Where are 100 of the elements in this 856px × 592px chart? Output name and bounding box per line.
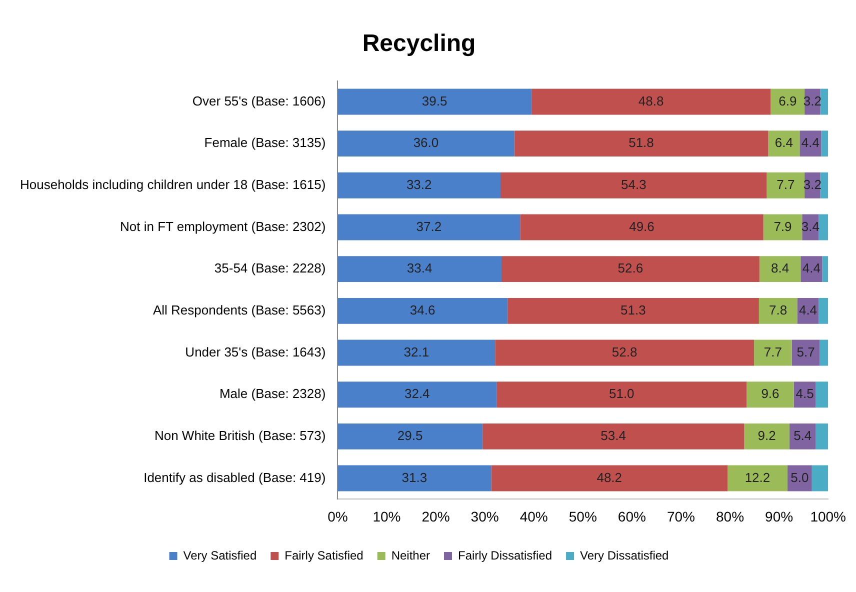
data-label: 29.5 xyxy=(397,428,423,444)
data-label: 4.4 xyxy=(802,260,820,276)
bar xyxy=(496,382,747,408)
data-label: 51.8 xyxy=(628,135,654,150)
x-tick-label: 60% xyxy=(618,508,646,524)
y-tick-label: Identify as disabled (Base: 419) xyxy=(144,470,326,485)
bar xyxy=(763,214,802,240)
x-tick-label: 100% xyxy=(810,508,846,524)
data-label: 6.4 xyxy=(774,135,793,150)
data-label: 12.2 xyxy=(744,470,770,485)
bar xyxy=(744,423,790,450)
data-label: 51.3 xyxy=(620,302,646,318)
data-label: 52.6 xyxy=(618,260,644,276)
bar xyxy=(338,423,482,450)
bar xyxy=(338,465,492,492)
bar xyxy=(338,298,508,324)
data-label: 48.2 xyxy=(596,470,622,485)
bar xyxy=(501,256,760,282)
data-label: 7.7 xyxy=(764,344,782,360)
bar xyxy=(812,465,828,492)
x-tick-label: 10% xyxy=(372,508,401,524)
bar xyxy=(821,130,828,157)
bar xyxy=(816,423,828,450)
bar xyxy=(792,340,820,366)
y-tick-label: Over 55's (Base: 1606) xyxy=(192,93,326,108)
bar xyxy=(507,298,759,324)
bar xyxy=(770,88,805,115)
x-tick-label: 50% xyxy=(568,508,597,524)
x-tick-label: 40% xyxy=(520,508,548,524)
data-label: 52.8 xyxy=(612,344,638,360)
bar xyxy=(746,382,794,408)
bar xyxy=(768,130,800,157)
bar xyxy=(754,340,792,366)
bar xyxy=(820,172,828,198)
data-label: 9.2 xyxy=(758,428,776,444)
y-tick-label: Non White British (Base: 573) xyxy=(154,428,326,444)
bar xyxy=(338,382,497,408)
legend-label: Fairly Satisfied xyxy=(284,548,364,562)
data-label: 31.3 xyxy=(402,470,428,485)
bar xyxy=(789,423,816,450)
x-tick-label: 70% xyxy=(666,508,695,524)
bar xyxy=(797,298,819,324)
bar xyxy=(758,298,798,324)
x-tick-label: 20% xyxy=(422,508,450,524)
y-tick-label: Households including children under 18 (Base: 1615) xyxy=(20,176,326,192)
data-label: 51.0 xyxy=(608,386,634,402)
bar xyxy=(338,172,501,198)
data-label: 8.4 xyxy=(771,260,790,276)
x-tick-label: 30% xyxy=(470,508,499,524)
bar xyxy=(531,88,771,115)
data-label: 32.4 xyxy=(404,386,430,402)
legend-label: Very Satisfied xyxy=(183,548,257,562)
bar xyxy=(338,340,496,366)
data-label: 33.4 xyxy=(406,260,432,276)
data-label: 32.1 xyxy=(404,344,430,360)
bar xyxy=(520,214,764,240)
data-label: 5.4 xyxy=(794,428,812,444)
bar xyxy=(491,465,728,492)
y-tick-label: Under 35's (Base: 1643) xyxy=(185,344,326,360)
legend-label: Neither xyxy=(391,548,430,562)
x-tick-label: 80% xyxy=(716,508,744,524)
y-tick-label: Not in FT employment (Base: 2302) xyxy=(120,218,326,234)
data-label: 7.8 xyxy=(769,302,788,318)
bar xyxy=(816,382,828,408)
data-label: 4.4 xyxy=(798,302,818,318)
bar xyxy=(338,214,520,240)
data-label: 7.7 xyxy=(776,176,795,192)
data-label: 37.2 xyxy=(416,218,442,234)
data-label: 9.6 xyxy=(761,386,780,402)
chart-title: Recycling xyxy=(362,30,476,58)
bar xyxy=(500,172,767,198)
legend-label: Very Dissatisfied xyxy=(580,548,669,562)
data-label: 34.6 xyxy=(410,302,436,318)
y-tick-label: Male (Base: 2328) xyxy=(219,386,326,402)
y-tick-label: 35-54 (Base: 2228) xyxy=(214,260,326,276)
data-label: 54.3 xyxy=(620,176,646,192)
bar xyxy=(338,88,532,115)
data-label: 4.4 xyxy=(801,135,820,150)
bar xyxy=(759,256,801,282)
bar xyxy=(482,423,744,450)
y-tick-label: All Respondents (Base: 5563) xyxy=(152,302,326,318)
data-label: 49.6 xyxy=(629,218,654,234)
data-label: 48.8 xyxy=(638,93,664,108)
x-tick-label: 0% xyxy=(328,508,348,524)
bar xyxy=(338,130,514,157)
data-label: 4.5 xyxy=(796,386,814,402)
data-label: 7.9 xyxy=(774,218,792,234)
bar xyxy=(822,256,828,282)
y-tick-label: Female (Base: 3135) xyxy=(204,135,326,150)
bar xyxy=(818,214,828,240)
bar xyxy=(766,172,805,198)
bar xyxy=(514,130,768,157)
data-label: 33.2 xyxy=(406,176,432,192)
data-label: 5.0 xyxy=(790,470,809,485)
bar xyxy=(820,88,828,115)
data-label: 36.0 xyxy=(413,135,439,150)
data-label: 5.7 xyxy=(796,344,815,360)
bar xyxy=(820,340,828,366)
x-tick-label: 90% xyxy=(765,508,794,524)
data-label: 39.5 xyxy=(422,93,448,108)
